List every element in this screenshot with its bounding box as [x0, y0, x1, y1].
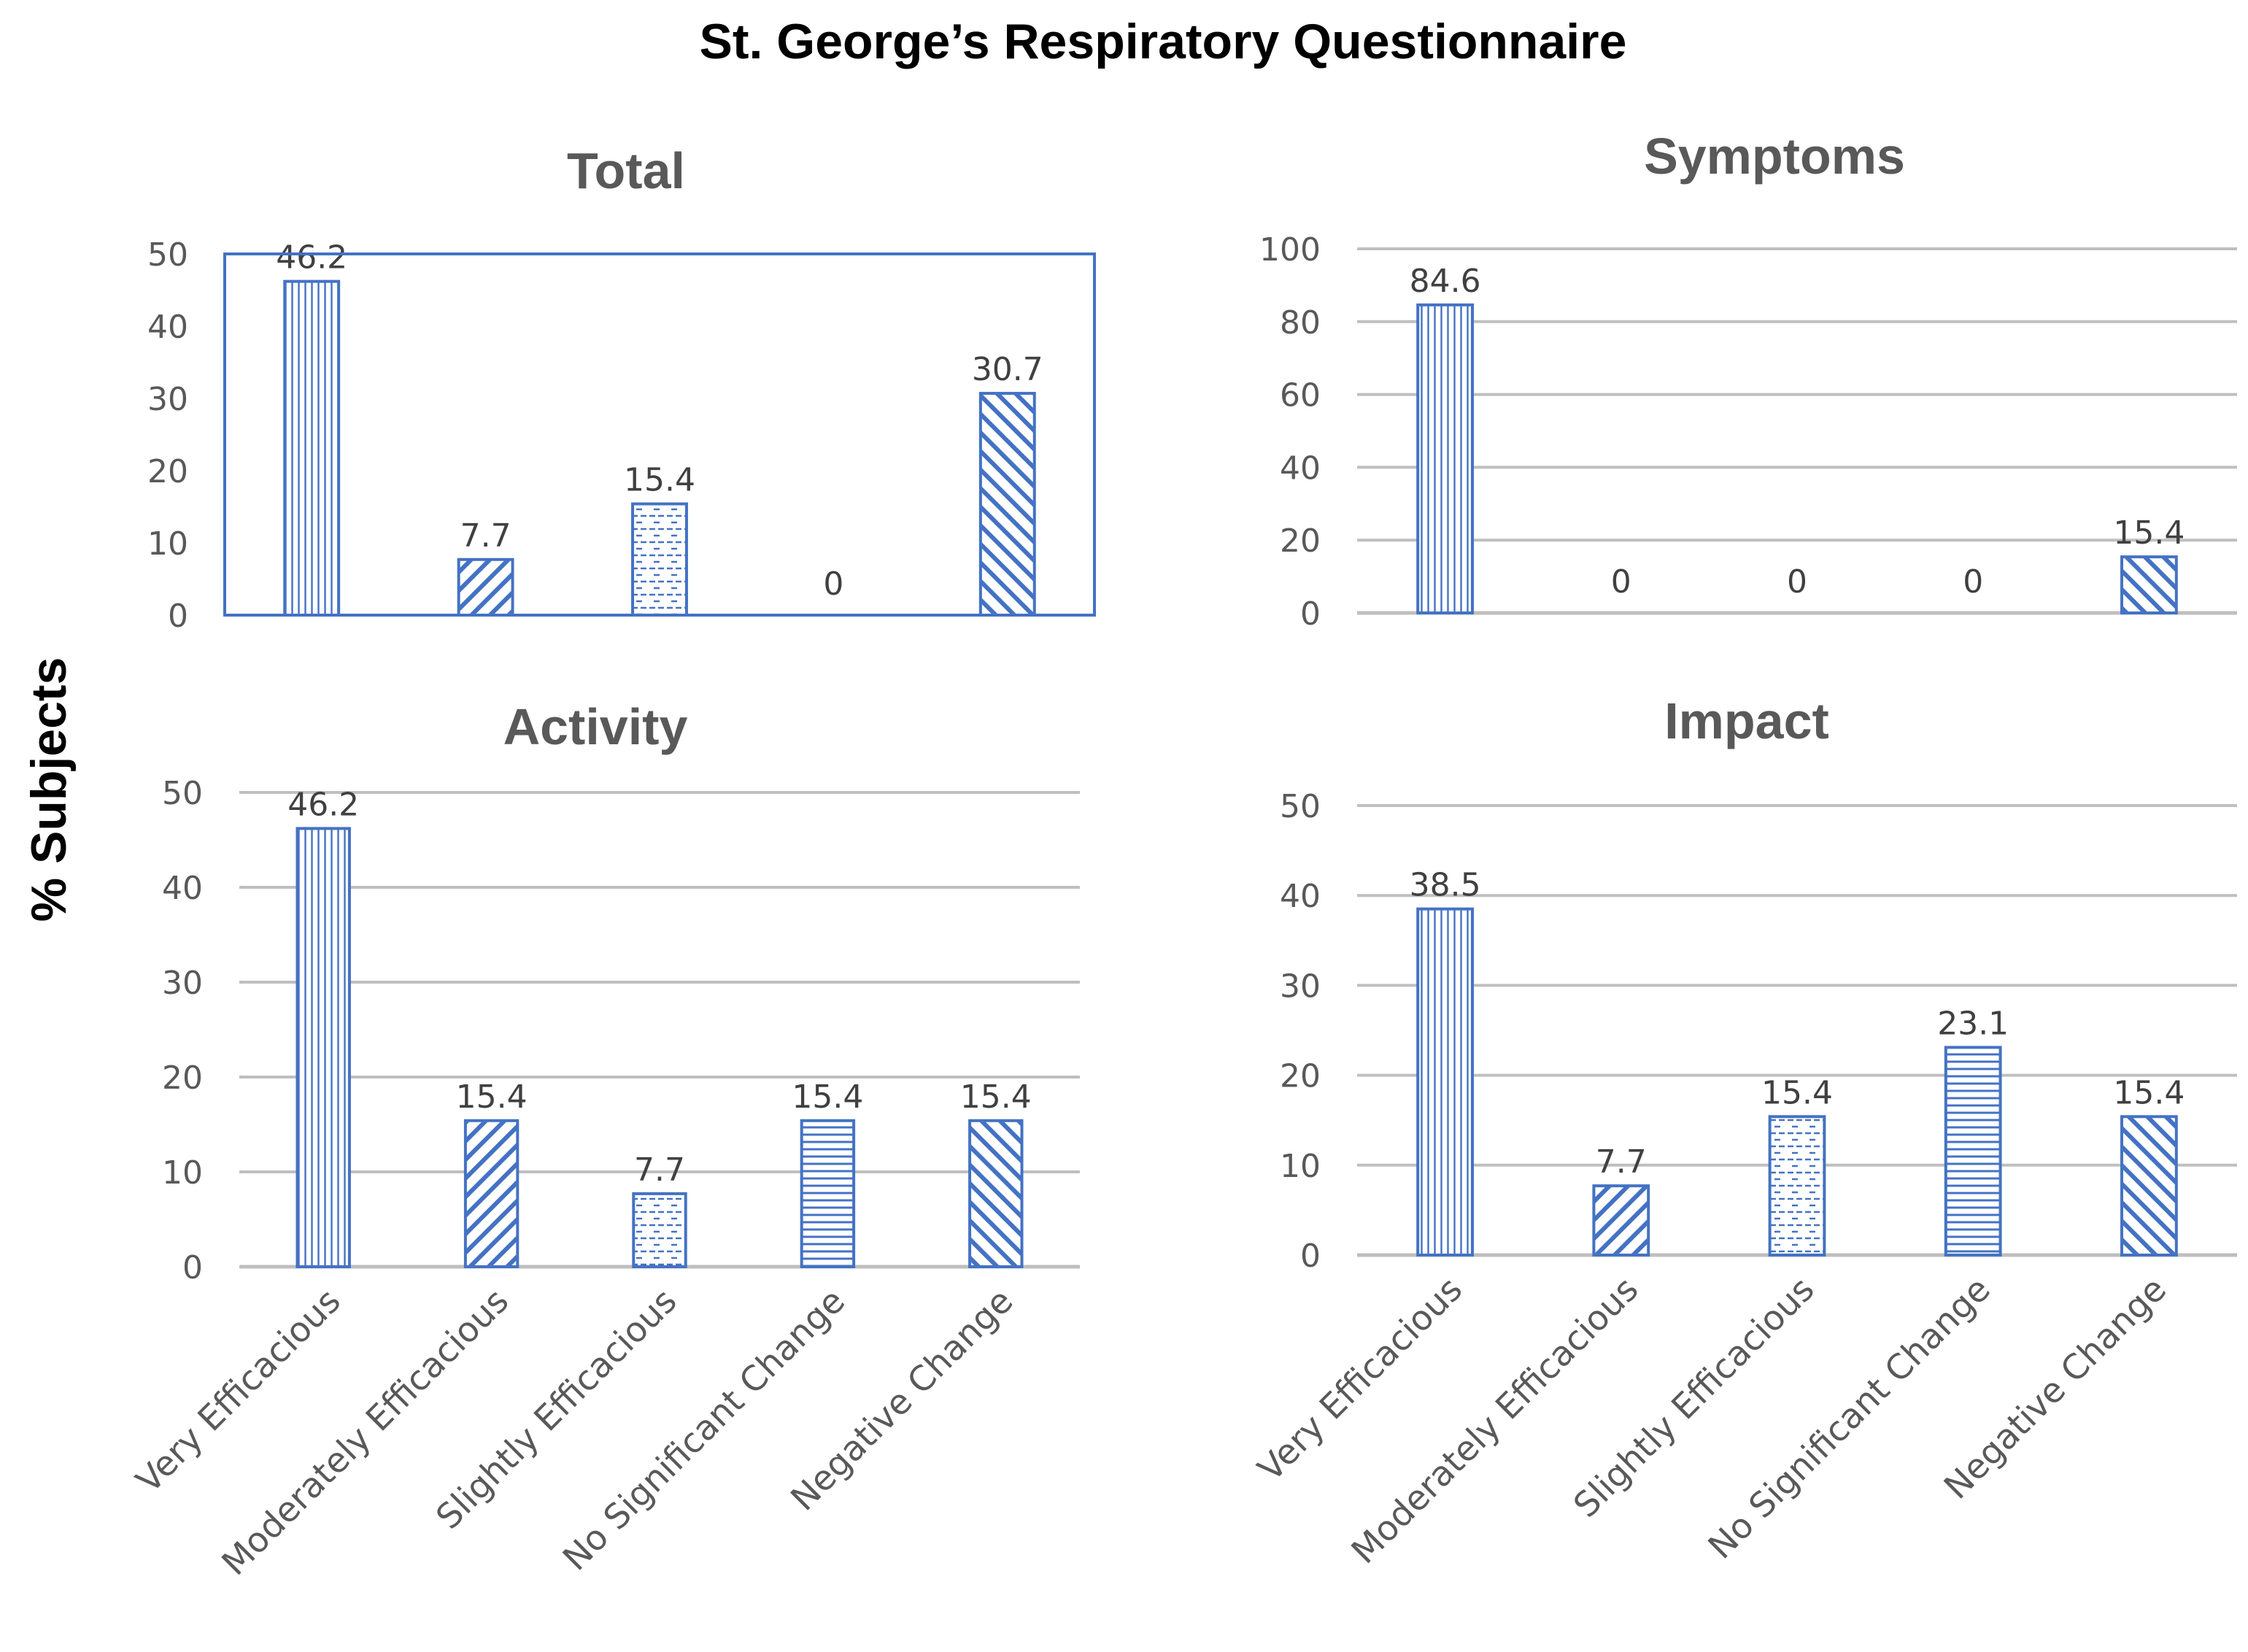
- panel-title-activity: Activity: [503, 698, 688, 755]
- y-tick-label: 40: [147, 309, 188, 346]
- main-title: St. George’s Respiratory Questionnaire: [700, 14, 1627, 69]
- bar-impact-3: [1768, 1115, 1826, 1257]
- data-label: 7.7: [634, 1151, 685, 1189]
- data-label: 23.1: [1937, 1005, 2009, 1042]
- data-label: 15.4: [2113, 514, 2185, 552]
- y-tick-label: 20: [1280, 1058, 1321, 1095]
- data-label: 15.4: [792, 1078, 863, 1116]
- y-axis-label: % Subjects: [21, 657, 77, 922]
- chart-symptoms: Symptoms 0 20 40 60 80 100 84.6 0 0 0 15.4: [1259, 128, 2237, 633]
- category-label: No Significant Change: [555, 1281, 853, 1579]
- y-tick-label: 40: [1280, 878, 1321, 915]
- y-tick-label: 30: [1280, 968, 1321, 1005]
- y-tick-label: 10: [1280, 1148, 1321, 1185]
- bar-total-2: [457, 557, 514, 617]
- data-label: 46.2: [276, 239, 347, 277]
- panel-title-impact: Impact: [1664, 692, 1829, 749]
- y-tick-label: 10: [162, 1154, 203, 1192]
- panel-title-symptoms: Symptoms: [1644, 128, 1905, 185]
- data-label: 0: [1963, 563, 1983, 601]
- chart-impact: Impact0102030405038.57.715.423.115.4Very…: [1251, 692, 2237, 1572]
- bar-activity-5: [968, 1119, 1024, 1269]
- data-label: 15.4: [1761, 1074, 1833, 1111]
- bar-activity-3: [632, 1192, 687, 1269]
- data-label: 38.5: [1410, 867, 1481, 904]
- bar-activity-1: [296, 827, 351, 1268]
- y-tick-label: 80: [1280, 304, 1321, 341]
- category-label: No Significant Change: [1701, 1270, 1998, 1567]
- y-tick-label: 50: [162, 775, 203, 812]
- panel-title-total: Total: [567, 142, 685, 199]
- y-tick-label: 0: [1300, 1238, 1321, 1275]
- bar-total-5: [978, 392, 1036, 617]
- y-tick-label: 40: [1280, 449, 1321, 487]
- y-tick-label: 0: [1300, 595, 1321, 633]
- y-tick-label: 10: [147, 525, 188, 563]
- bar-impact-5: [2120, 1115, 2178, 1257]
- bar-activity-2: [463, 1119, 519, 1269]
- bar-symptoms-1: [1416, 303, 1474, 614]
- y-tick-label: 60: [1280, 377, 1321, 414]
- y-tick-label: 50: [1280, 788, 1321, 825]
- bar-impact-2: [1592, 1184, 1650, 1257]
- data-label: 15.4: [960, 1078, 1032, 1116]
- category-label: Moderately Efficacious: [1344, 1270, 1646, 1572]
- bar-symptoms-5: [2120, 555, 2178, 614]
- y-tick-label: 30: [162, 965, 203, 1002]
- y-tick-label: 20: [1280, 522, 1321, 560]
- data-label: 84.6: [1410, 263, 1481, 300]
- bar-activity-4: [800, 1119, 856, 1269]
- data-label: 46.2: [287, 786, 359, 823]
- bar-total-3: [631, 502, 688, 617]
- bar-impact-1: [1416, 907, 1474, 1257]
- data-label: 15.4: [2113, 1074, 2185, 1111]
- y-tick-label: 100: [1259, 231, 1321, 269]
- data-label: 15.4: [624, 462, 695, 499]
- data-label: 0: [823, 566, 843, 603]
- y-tick-label: 20: [162, 1059, 203, 1097]
- bar-total-1: [283, 279, 341, 617]
- data-label: 30.7: [972, 351, 1043, 388]
- category-label: Moderately Efficacious: [215, 1281, 517, 1583]
- data-label: 0: [1787, 563, 1807, 601]
- y-tick-label: 0: [182, 1249, 203, 1286]
- data-label: 0: [1611, 563, 1631, 601]
- bar-impact-4: [1944, 1046, 2002, 1257]
- y-tick-label: 0: [168, 598, 188, 635]
- y-tick-label: 50: [147, 236, 188, 274]
- data-label: 7.7: [460, 517, 511, 555]
- plot-frame: [223, 252, 1096, 617]
- y-tick-label: 20: [147, 453, 188, 490]
- y-tick-label: 40: [162, 870, 203, 907]
- y-tick-label: 30: [147, 381, 188, 418]
- data-label: 7.7: [1596, 1143, 1647, 1181]
- data-label: 15.4: [456, 1078, 528, 1116]
- chart-total: Total 0 10 20 30 40 50 46.2 7.7 15.4 0 30.7: [147, 142, 1096, 635]
